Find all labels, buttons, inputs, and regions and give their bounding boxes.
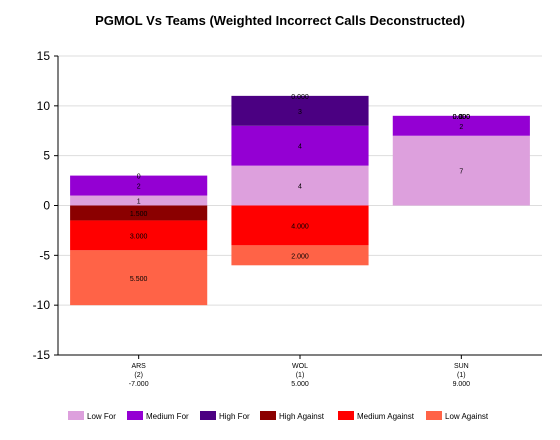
- bar-segment: [70, 205, 208, 221]
- axes: 151050-5-10-15ARS(2)-7.000WOL(1)5.000SUN…: [33, 49, 542, 388]
- data-label: 0: [137, 174, 141, 181]
- data-label: 0: [459, 114, 463, 121]
- x-tick-sublabel: (2): [134, 372, 143, 379]
- data-label: 1: [137, 199, 141, 206]
- x-tick-label: ARS: [131, 363, 146, 370]
- data-label: 4: [298, 144, 302, 151]
- data-label: 4: [298, 184, 302, 191]
- legend-swatch: [260, 411, 276, 420]
- data-label: 5.500: [130, 276, 148, 283]
- y-tick-label: -15: [33, 348, 51, 362]
- bar-segment: [70, 220, 208, 251]
- data-label: 3: [298, 109, 302, 116]
- legend-label: Low For: [87, 412, 116, 421]
- legend-label: High Against: [279, 412, 325, 421]
- data-label: 1.500: [130, 211, 148, 218]
- legend-label: High For: [219, 412, 250, 421]
- data-label: 0.000: [291, 94, 309, 101]
- x-tick-sublabel: (1): [296, 372, 305, 379]
- data-label: 7: [459, 169, 463, 176]
- legend-label: Low Against: [445, 412, 489, 421]
- bar-segment: [231, 245, 369, 266]
- x-tick-sublabel: (1): [457, 372, 466, 379]
- legend-label: Medium Against: [357, 412, 415, 421]
- data-label: 2.000: [291, 253, 309, 260]
- y-tick-label: -5: [39, 248, 50, 262]
- x-tick-label: WOL: [292, 363, 308, 370]
- data-label: 4.000: [291, 223, 309, 230]
- legend-swatch: [426, 411, 442, 420]
- bar-segment: [231, 125, 369, 166]
- y-tick-label: -10: [33, 298, 51, 312]
- chart-title: PGMOL Vs Teams (Weighted Incorrect Calls…: [95, 13, 465, 28]
- x-tick-sublabel: 9.000: [453, 381, 471, 388]
- y-tick-label: 5: [43, 149, 50, 163]
- bar-segment: [231, 165, 369, 206]
- data-label: 2: [137, 184, 141, 191]
- y-tick-label: 10: [37, 99, 51, 113]
- y-tick-label: 0: [43, 199, 50, 213]
- legend-swatch: [68, 411, 84, 420]
- x-tick-sublabel: 5.000: [291, 381, 309, 388]
- bar-segment: [231, 95, 369, 126]
- legend-swatch: [338, 411, 354, 420]
- data-label: 0.000: [453, 114, 471, 121]
- bar-segment: [70, 250, 208, 306]
- bar-segment: [70, 195, 208, 206]
- legend-swatch: [200, 411, 216, 420]
- bar-segment: [392, 115, 530, 136]
- bar-segment: [392, 135, 530, 206]
- data-label: 2: [459, 124, 463, 131]
- x-tick-sublabel: -7.000: [129, 381, 149, 388]
- bar-segment: [70, 175, 208, 196]
- data-label: 3.000: [130, 233, 148, 240]
- bars: [70, 95, 530, 306]
- data-labels: 1201.5003.0005.5004430.0004.0002.0007200…: [130, 94, 470, 283]
- x-tick-label: SUN: [454, 363, 469, 370]
- bar-segment: [231, 205, 369, 246]
- legend-swatch: [127, 411, 143, 420]
- legend-label: Medium For: [146, 412, 189, 421]
- y-tick-label: 15: [37, 49, 51, 63]
- legend: Low For Medium For High For High Against Med…: [68, 411, 489, 421]
- data-label: 0.000: [453, 114, 471, 121]
- data-label: 0.000: [453, 114, 471, 121]
